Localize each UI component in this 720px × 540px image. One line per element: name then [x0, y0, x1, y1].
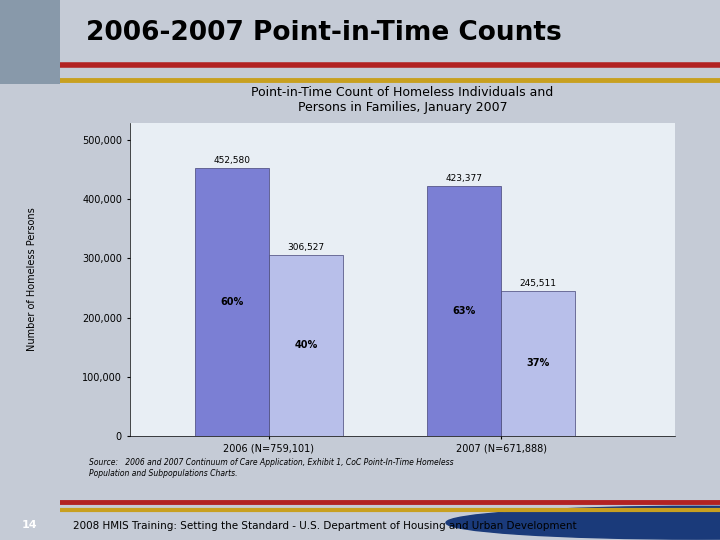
- Text: 14: 14: [22, 520, 37, 530]
- Title: Point-in-Time Count of Homeless Individuals and
Persons in Families, January 200: Point-in-Time Count of Homeless Individu…: [251, 86, 554, 114]
- Text: 452,580: 452,580: [213, 157, 251, 165]
- Text: 60%: 60%: [220, 297, 243, 307]
- Circle shape: [446, 507, 720, 539]
- Bar: [194, 168, 269, 436]
- Text: 306,527: 306,527: [287, 242, 325, 252]
- Text: 2006-2007 Point-in-Time Counts: 2006-2007 Point-in-Time Counts: [86, 21, 562, 46]
- Text: 423,377: 423,377: [446, 174, 482, 183]
- Text: Source:   2006 and 2007 Continuum of Care Application, Exhibit 1, CoC Point-In-T: Source: 2006 and 2007 Continuum of Care …: [89, 458, 454, 478]
- Bar: [427, 186, 501, 436]
- Text: 37%: 37%: [527, 358, 550, 368]
- Text: 63%: 63%: [452, 306, 476, 316]
- Text: 2008 HMIS Training: Setting the Standard - U.S. Department of Housing and Urban : 2008 HMIS Training: Setting the Standard…: [73, 521, 577, 531]
- Y-axis label: Number of Homeless Persons: Number of Homeless Persons: [27, 207, 37, 351]
- Text: 40%: 40%: [294, 340, 318, 350]
- Bar: [269, 255, 343, 436]
- Bar: [501, 291, 575, 436]
- Text: 245,511: 245,511: [520, 279, 557, 288]
